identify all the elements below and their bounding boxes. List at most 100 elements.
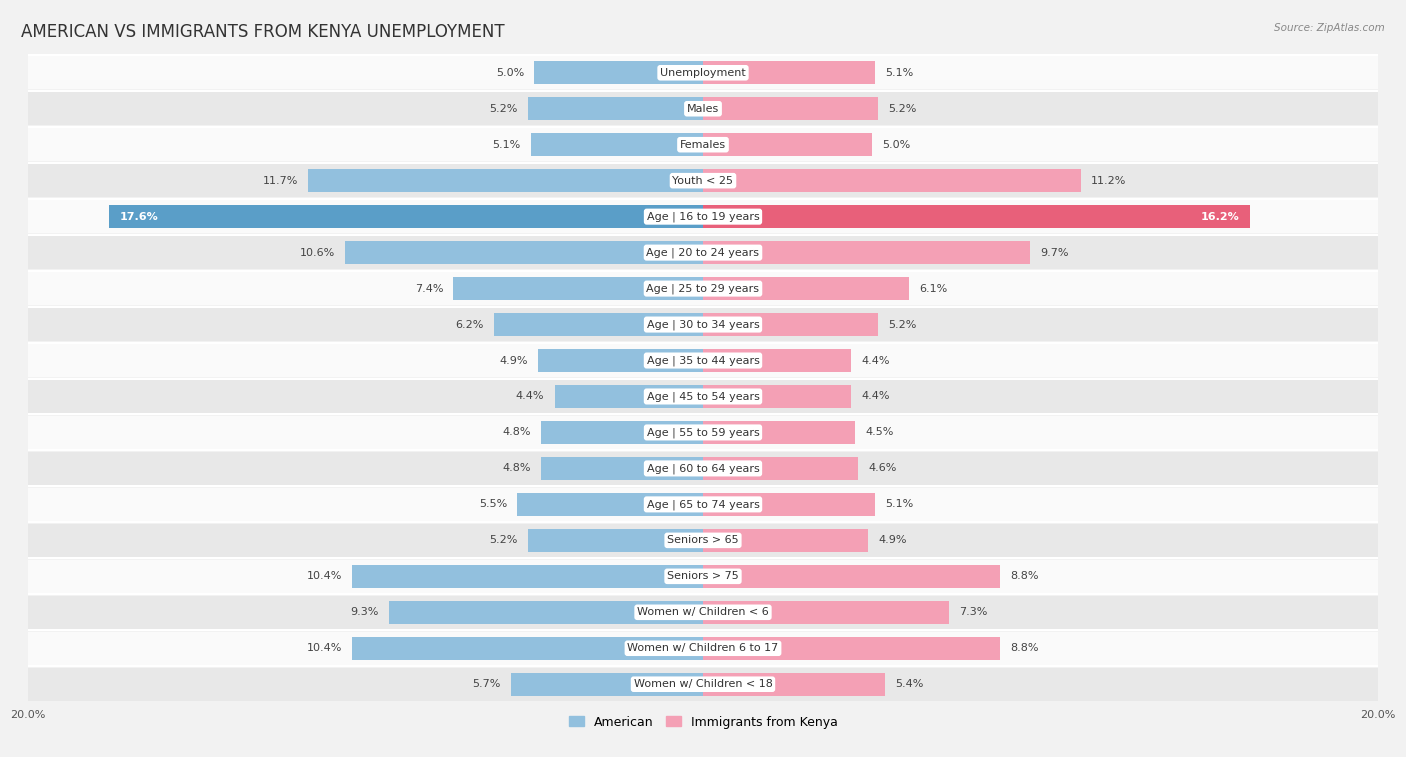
- Bar: [28, 164, 1378, 198]
- Bar: [703, 61, 875, 85]
- Bar: [346, 241, 703, 264]
- Bar: [703, 600, 949, 624]
- Bar: [494, 313, 703, 336]
- Text: 4.4%: 4.4%: [862, 356, 890, 366]
- Bar: [28, 200, 1378, 233]
- Bar: [703, 637, 1000, 660]
- Bar: [531, 133, 703, 157]
- Legend: American, Immigrants from Kenya: American, Immigrants from Kenya: [564, 711, 842, 734]
- Text: Youth < 25: Youth < 25: [672, 176, 734, 185]
- Bar: [703, 313, 879, 336]
- Bar: [28, 128, 1378, 161]
- Bar: [28, 92, 1378, 126]
- Text: Age | 55 to 59 years: Age | 55 to 59 years: [647, 427, 759, 438]
- Text: 4.6%: 4.6%: [869, 463, 897, 473]
- Bar: [541, 421, 703, 444]
- Text: Age | 16 to 19 years: Age | 16 to 19 years: [647, 211, 759, 222]
- Bar: [703, 349, 852, 372]
- Bar: [28, 524, 1378, 557]
- Bar: [28, 236, 1378, 269]
- Text: 11.2%: 11.2%: [1091, 176, 1126, 185]
- Text: 7.3%: 7.3%: [959, 607, 988, 617]
- Bar: [703, 385, 852, 408]
- Text: Unemployment: Unemployment: [661, 68, 745, 78]
- Text: 9.7%: 9.7%: [1040, 248, 1069, 257]
- Text: Males: Males: [688, 104, 718, 114]
- Text: Age | 45 to 54 years: Age | 45 to 54 years: [647, 391, 759, 402]
- Text: Females: Females: [681, 140, 725, 150]
- Bar: [308, 169, 703, 192]
- Text: 7.4%: 7.4%: [415, 284, 443, 294]
- Text: 5.1%: 5.1%: [886, 500, 914, 509]
- Text: 4.8%: 4.8%: [502, 463, 531, 473]
- Bar: [703, 241, 1031, 264]
- Bar: [527, 97, 703, 120]
- Text: Women w/ Children < 6: Women w/ Children < 6: [637, 607, 769, 617]
- Bar: [28, 559, 1378, 593]
- Text: Seniors > 75: Seniors > 75: [666, 572, 740, 581]
- Bar: [554, 385, 703, 408]
- Bar: [110, 205, 703, 229]
- Bar: [703, 456, 858, 480]
- Text: 4.9%: 4.9%: [879, 535, 907, 545]
- Bar: [703, 133, 872, 157]
- Bar: [537, 349, 703, 372]
- Bar: [28, 452, 1378, 485]
- Text: 16.2%: 16.2%: [1201, 212, 1240, 222]
- Bar: [28, 488, 1378, 521]
- Bar: [703, 205, 1250, 229]
- Text: Age | 60 to 64 years: Age | 60 to 64 years: [647, 463, 759, 474]
- Bar: [703, 169, 1081, 192]
- Text: Age | 20 to 24 years: Age | 20 to 24 years: [647, 248, 759, 258]
- Text: Women w/ Children < 18: Women w/ Children < 18: [634, 679, 772, 689]
- Bar: [453, 277, 703, 301]
- Bar: [534, 61, 703, 85]
- Bar: [352, 637, 703, 660]
- Text: 5.2%: 5.2%: [889, 319, 917, 329]
- Bar: [703, 672, 886, 696]
- Bar: [28, 56, 1378, 89]
- Bar: [352, 565, 703, 588]
- Bar: [703, 277, 908, 301]
- Bar: [389, 600, 703, 624]
- Text: 5.2%: 5.2%: [489, 535, 517, 545]
- Bar: [28, 596, 1378, 629]
- Bar: [28, 308, 1378, 341]
- Bar: [703, 493, 875, 516]
- Text: Age | 25 to 29 years: Age | 25 to 29 years: [647, 283, 759, 294]
- Text: 5.1%: 5.1%: [492, 140, 520, 150]
- Text: 5.7%: 5.7%: [472, 679, 501, 689]
- Text: 5.4%: 5.4%: [896, 679, 924, 689]
- Bar: [703, 565, 1000, 588]
- Text: 10.6%: 10.6%: [299, 248, 335, 257]
- Text: 4.9%: 4.9%: [499, 356, 527, 366]
- Text: Age | 65 to 74 years: Age | 65 to 74 years: [647, 499, 759, 509]
- Bar: [28, 344, 1378, 377]
- Bar: [28, 380, 1378, 413]
- Text: 5.1%: 5.1%: [886, 68, 914, 78]
- Bar: [28, 631, 1378, 665]
- Text: 5.0%: 5.0%: [496, 68, 524, 78]
- Text: 5.5%: 5.5%: [479, 500, 508, 509]
- Text: 8.8%: 8.8%: [1010, 643, 1039, 653]
- Text: 8.8%: 8.8%: [1010, 572, 1039, 581]
- Bar: [703, 528, 869, 552]
- Text: Age | 35 to 44 years: Age | 35 to 44 years: [647, 355, 759, 366]
- Bar: [541, 456, 703, 480]
- Text: 10.4%: 10.4%: [307, 572, 342, 581]
- Text: 9.3%: 9.3%: [350, 607, 380, 617]
- Bar: [28, 272, 1378, 305]
- Text: 4.5%: 4.5%: [865, 428, 893, 438]
- Bar: [517, 493, 703, 516]
- Text: 4.4%: 4.4%: [862, 391, 890, 401]
- Text: 17.6%: 17.6%: [120, 212, 157, 222]
- Text: Source: ZipAtlas.com: Source: ZipAtlas.com: [1274, 23, 1385, 33]
- Text: Age | 30 to 34 years: Age | 30 to 34 years: [647, 319, 759, 330]
- Text: Women w/ Children 6 to 17: Women w/ Children 6 to 17: [627, 643, 779, 653]
- Bar: [510, 672, 703, 696]
- Text: 5.0%: 5.0%: [882, 140, 910, 150]
- Text: 6.1%: 6.1%: [920, 284, 948, 294]
- Bar: [28, 416, 1378, 449]
- Text: 4.8%: 4.8%: [502, 428, 531, 438]
- Text: 5.2%: 5.2%: [489, 104, 517, 114]
